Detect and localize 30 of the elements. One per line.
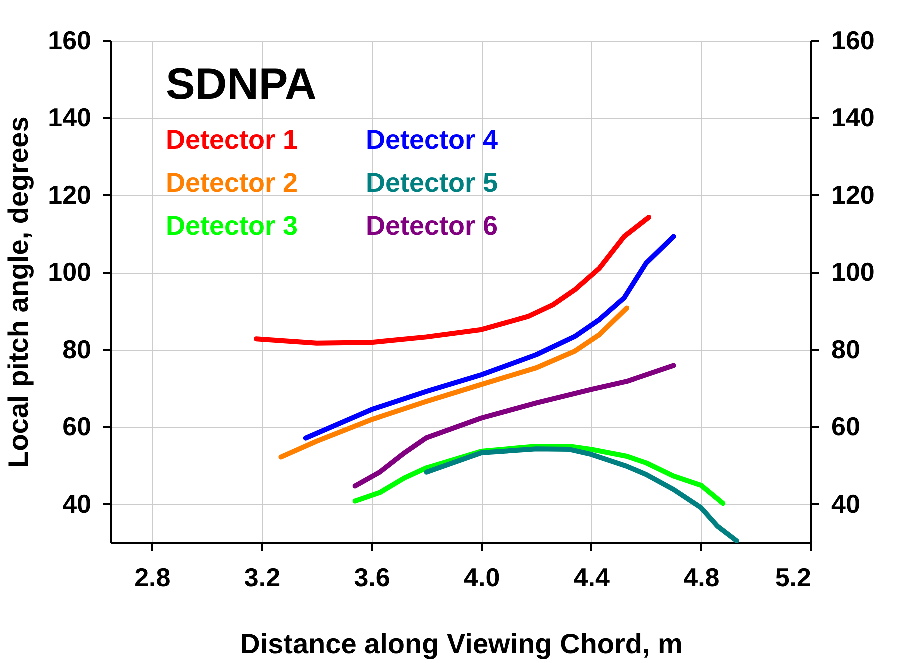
- text: Detector 2: [166, 168, 298, 198]
- x-axis-title: Distance along Viewing Chord, m: [240, 628, 683, 660]
- y2-tick-label: 120: [832, 180, 875, 210]
- annotation: SDNPA: [166, 60, 317, 109]
- x-tick-label: 3.2: [244, 562, 281, 592]
- y2-tick-label: 80: [832, 334, 860, 364]
- y-tick-label: 100: [48, 257, 92, 288]
- y-tick-label: 60: [62, 412, 92, 442]
- x-tick-label: 5.2: [775, 562, 812, 592]
- y-axis-title: Local pitch angle, degrees: [3, 116, 34, 468]
- x-tick-label: 3.6: [354, 562, 390, 592]
- x-tick-label: 4.4: [574, 562, 610, 592]
- y-tick-label: 120: [48, 180, 92, 210]
- y-tick-label: 80: [62, 334, 92, 364]
- text: Detector 1: [166, 125, 298, 155]
- text: Detector 5: [366, 168, 498, 198]
- y-tick-label: 40: [62, 488, 92, 519]
- x-tick-label: 4.8: [684, 562, 720, 592]
- y2-tick-label: 40: [832, 488, 860, 519]
- text: Detector 6: [366, 211, 498, 241]
- x-tick-label: 2.8: [134, 562, 171, 592]
- y2-tick-label: 140: [832, 102, 875, 133]
- text: Detector 3: [166, 211, 298, 241]
- y-tick-label: 160: [48, 26, 92, 56]
- y-tick-label: 140: [48, 102, 92, 133]
- y2-tick-label: 100: [832, 257, 875, 288]
- text: Detector 4: [366, 125, 498, 155]
- x-tick-label: 4.0: [464, 562, 500, 592]
- y2-tick-label: 160: [832, 26, 875, 56]
- y2-tick-label: 60: [832, 412, 860, 442]
